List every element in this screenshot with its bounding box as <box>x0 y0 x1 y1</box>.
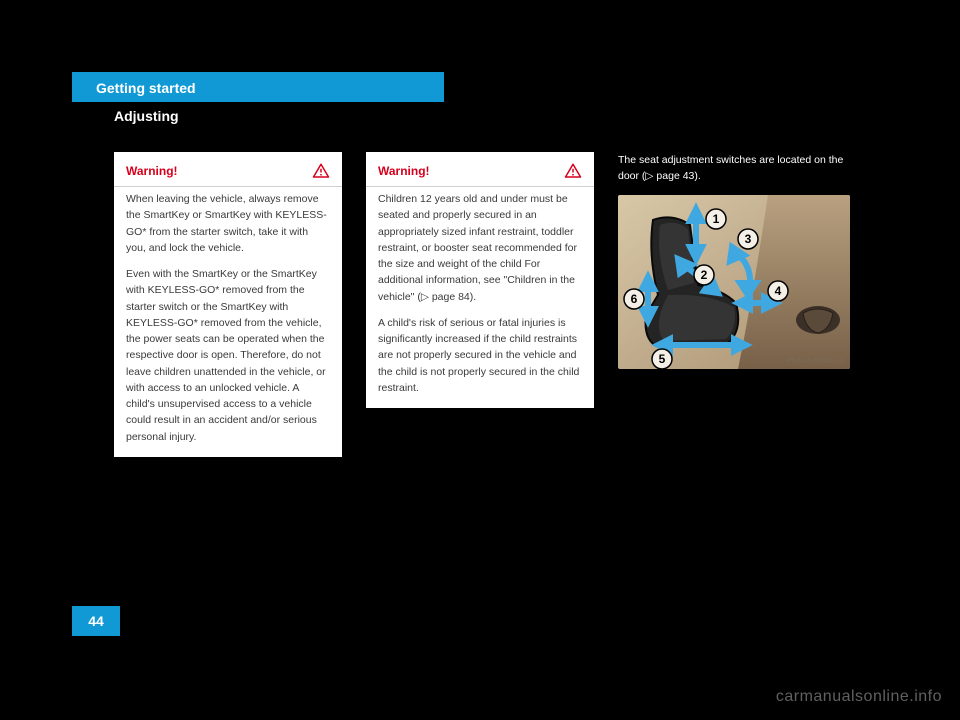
warning-paragraph: Children 12 years old and under must be … <box>378 191 582 305</box>
callout-1: 1 <box>713 212 720 226</box>
content-row: Warning! When leaving the vehicle, alway… <box>114 152 880 457</box>
warning-triangle-icon <box>564 162 582 180</box>
warning-box-mid: Warning! Children 12 years old and under… <box>366 152 594 408</box>
warning-header: Warning! <box>366 152 594 186</box>
mid-column: Warning! Children 12 years old and under… <box>366 152 594 457</box>
page-number-tab: 44 <box>72 606 120 636</box>
header-title: Getting started <box>96 80 196 96</box>
warning-label: Warning! <box>378 164 430 178</box>
callout-5: 5 <box>659 352 666 366</box>
callout-2: 2 <box>701 268 708 282</box>
callout-3: 3 <box>745 232 752 246</box>
warning-label: Warning! <box>126 164 178 178</box>
right-intro-text: The seat adjustment switches are located… <box>618 152 850 185</box>
section-subtitle: Adjusting <box>114 108 179 124</box>
warning-box-left: Warning! When leaving the vehicle, alway… <box>114 152 342 457</box>
callout-4: 4 <box>775 284 782 298</box>
warning-body: Children 12 years old and under must be … <box>366 186 594 408</box>
warning-triangle-icon <box>312 162 330 180</box>
warning-body: When leaving the vehicle, always remove … <box>114 186 342 457</box>
warning-paragraph: A child's risk of serious or fatal injur… <box>378 315 582 396</box>
callout-6: 6 <box>631 292 638 306</box>
warning-paragraph: When leaving the vehicle, always remove … <box>126 191 330 256</box>
watermark-text: carmanualsonline.info <box>776 688 942 706</box>
warning-header: Warning! <box>114 152 342 186</box>
seat-figure-svg: 1 2 3 4 5 6 P54.25-5905-31 <box>618 195 850 369</box>
figure-code: P54.25-5905-31 <box>787 356 845 365</box>
header-tab: Getting started <box>72 72 444 102</box>
page-number: 44 <box>88 613 104 629</box>
right-column: The seat adjustment switches are located… <box>618 152 850 457</box>
warning-paragraph: Even with the SmartKey or the SmartKey w… <box>126 266 330 445</box>
seat-adjustment-figure: 1 2 3 4 5 6 P54.25-5905-31 <box>618 195 850 369</box>
